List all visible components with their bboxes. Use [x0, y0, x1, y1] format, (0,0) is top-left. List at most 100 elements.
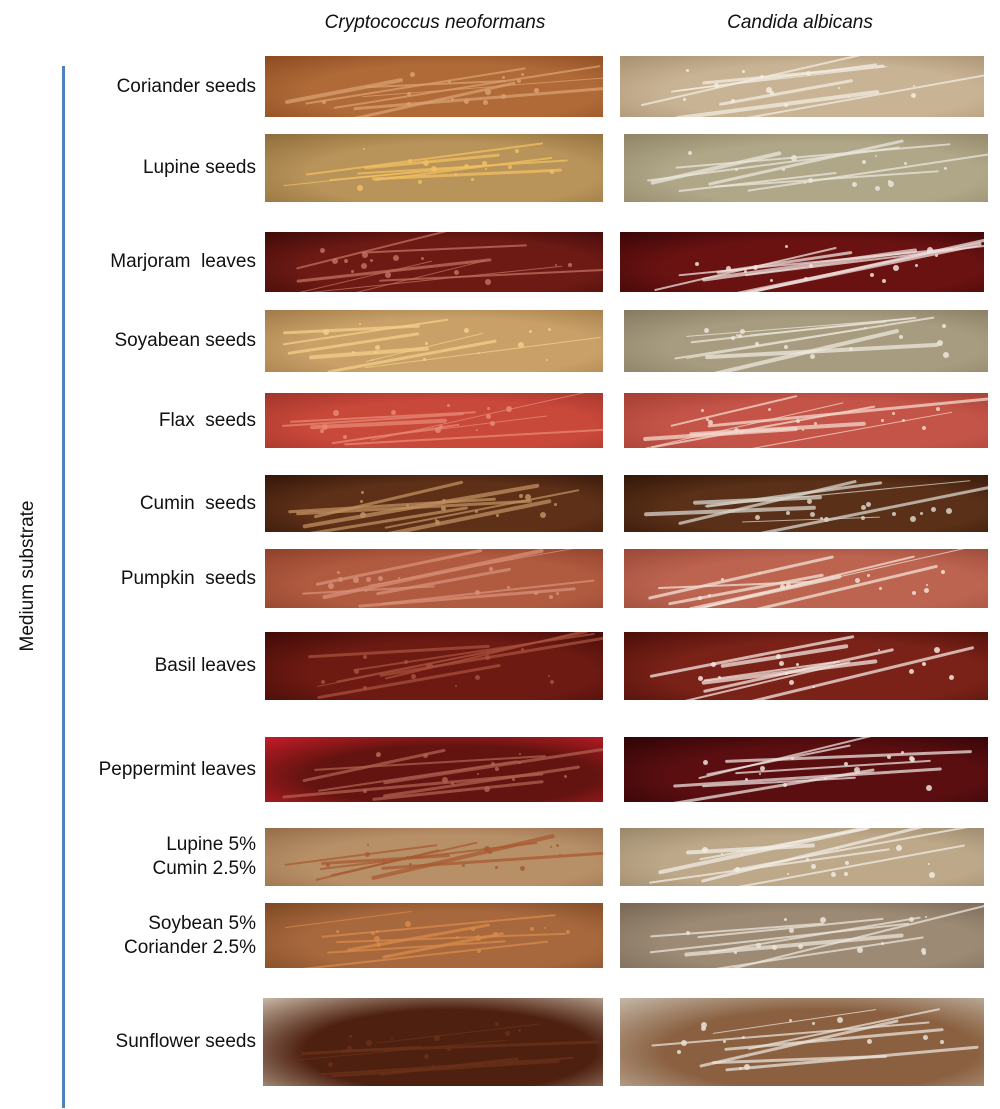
colony-dot [349, 1034, 353, 1038]
row-label: Marjoram leaves [110, 251, 256, 272]
colony-dot [375, 930, 379, 934]
culture-plate-candida [624, 632, 988, 700]
colony-dot [366, 843, 369, 846]
culture-plate-candida [624, 475, 988, 532]
colony-dot [463, 164, 469, 170]
colony-dot [378, 575, 384, 581]
colony-dot [550, 680, 555, 684]
colony-dot [788, 679, 794, 685]
colony-dot [680, 1039, 687, 1046]
colony-dot [328, 582, 335, 589]
colony-dot [706, 417, 710, 421]
colony-dot [342, 434, 347, 439]
colony-dot [518, 1028, 522, 1032]
colony-dot [484, 278, 491, 285]
colony-dot [928, 872, 935, 879]
row-label: Peppermint leaves [98, 758, 256, 780]
culture-plate-cryptococcus [265, 393, 603, 448]
colony-dot [456, 935, 460, 939]
colony-dot [504, 1030, 510, 1036]
colony-dot [830, 871, 836, 877]
culture-plate-cryptococcus [265, 56, 603, 117]
colony-dot [365, 577, 371, 583]
colony-dot [332, 258, 339, 265]
colony-dot [733, 428, 739, 434]
colony-dot [790, 756, 794, 760]
colony-dot [802, 428, 805, 431]
colony-dot [904, 161, 908, 165]
colony-dot [407, 102, 412, 107]
colony-dot [507, 164, 512, 169]
colony-dot [943, 167, 947, 171]
colony-dot [844, 872, 849, 876]
colony-dot [520, 865, 526, 871]
colony-dot [321, 680, 326, 685]
colony-dot [734, 867, 740, 873]
colony-dot [811, 1021, 815, 1025]
colony-dot [921, 662, 926, 667]
colony-dot [461, 864, 465, 868]
colony-dot [371, 358, 374, 361]
colony-dot [435, 427, 442, 434]
colony-dot [770, 278, 774, 282]
colony-dot [784, 672, 788, 676]
colony-dot [358, 323, 361, 326]
colony-dot [837, 87, 840, 90]
culture-plate-candida [620, 56, 984, 117]
colony-dot [909, 757, 915, 763]
growth-streak [692, 646, 975, 700]
colony-dot [755, 515, 761, 521]
colony-dot [409, 863, 413, 867]
colony-dot [948, 675, 954, 681]
colony-dot [700, 1025, 706, 1031]
colony-dot [321, 423, 328, 430]
colony-dot [356, 184, 363, 191]
colony-dot [814, 421, 818, 425]
colony-dot [880, 942, 884, 946]
colony-dot [365, 1039, 372, 1046]
colony-dot [812, 685, 815, 688]
colony-dot [886, 754, 891, 759]
colony-dot [369, 259, 373, 263]
colony-dot [362, 685, 367, 690]
culture-plate-candida [624, 134, 988, 202]
colony-dot [476, 773, 479, 776]
colony-dot [447, 1046, 452, 1051]
colony-dot [808, 263, 813, 268]
colony-dot [928, 862, 931, 865]
colony-dot [495, 865, 499, 869]
colony-dot [888, 180, 895, 187]
colony-dot [483, 785, 490, 792]
colony-dot [328, 1062, 334, 1068]
growth-streak [708, 904, 984, 968]
colony-dot [796, 419, 801, 424]
colony-dot [417, 179, 422, 184]
culture-plate-cryptococcus [265, 549, 603, 608]
colony-dot [911, 591, 916, 596]
colony-dot [343, 259, 348, 264]
culture-plate-cryptococcus [265, 232, 603, 292]
colony-dot [421, 257, 425, 261]
colony-dot [422, 357, 426, 361]
colony-dot [507, 586, 511, 590]
colony-dot [518, 761, 522, 765]
colony-dot [404, 921, 411, 928]
colony-dot [920, 512, 924, 516]
colony-dot [545, 359, 548, 362]
colony-dot [447, 80, 451, 84]
colony-dot [360, 263, 367, 270]
colony-dot [778, 661, 784, 667]
colony-dot [431, 166, 438, 173]
colony-dot [759, 773, 762, 776]
colony-dot [707, 420, 713, 426]
colony-dot [554, 502, 558, 506]
colony-dot [735, 333, 738, 336]
colony-dot [682, 98, 686, 102]
colony-dot [464, 99, 470, 105]
colony-dot [835, 846, 838, 849]
colony-dot [453, 173, 457, 177]
colony-dot [385, 272, 392, 279]
colony-dot [943, 352, 950, 359]
colony-dot [464, 328, 470, 334]
colony-dot [431, 1064, 434, 1067]
